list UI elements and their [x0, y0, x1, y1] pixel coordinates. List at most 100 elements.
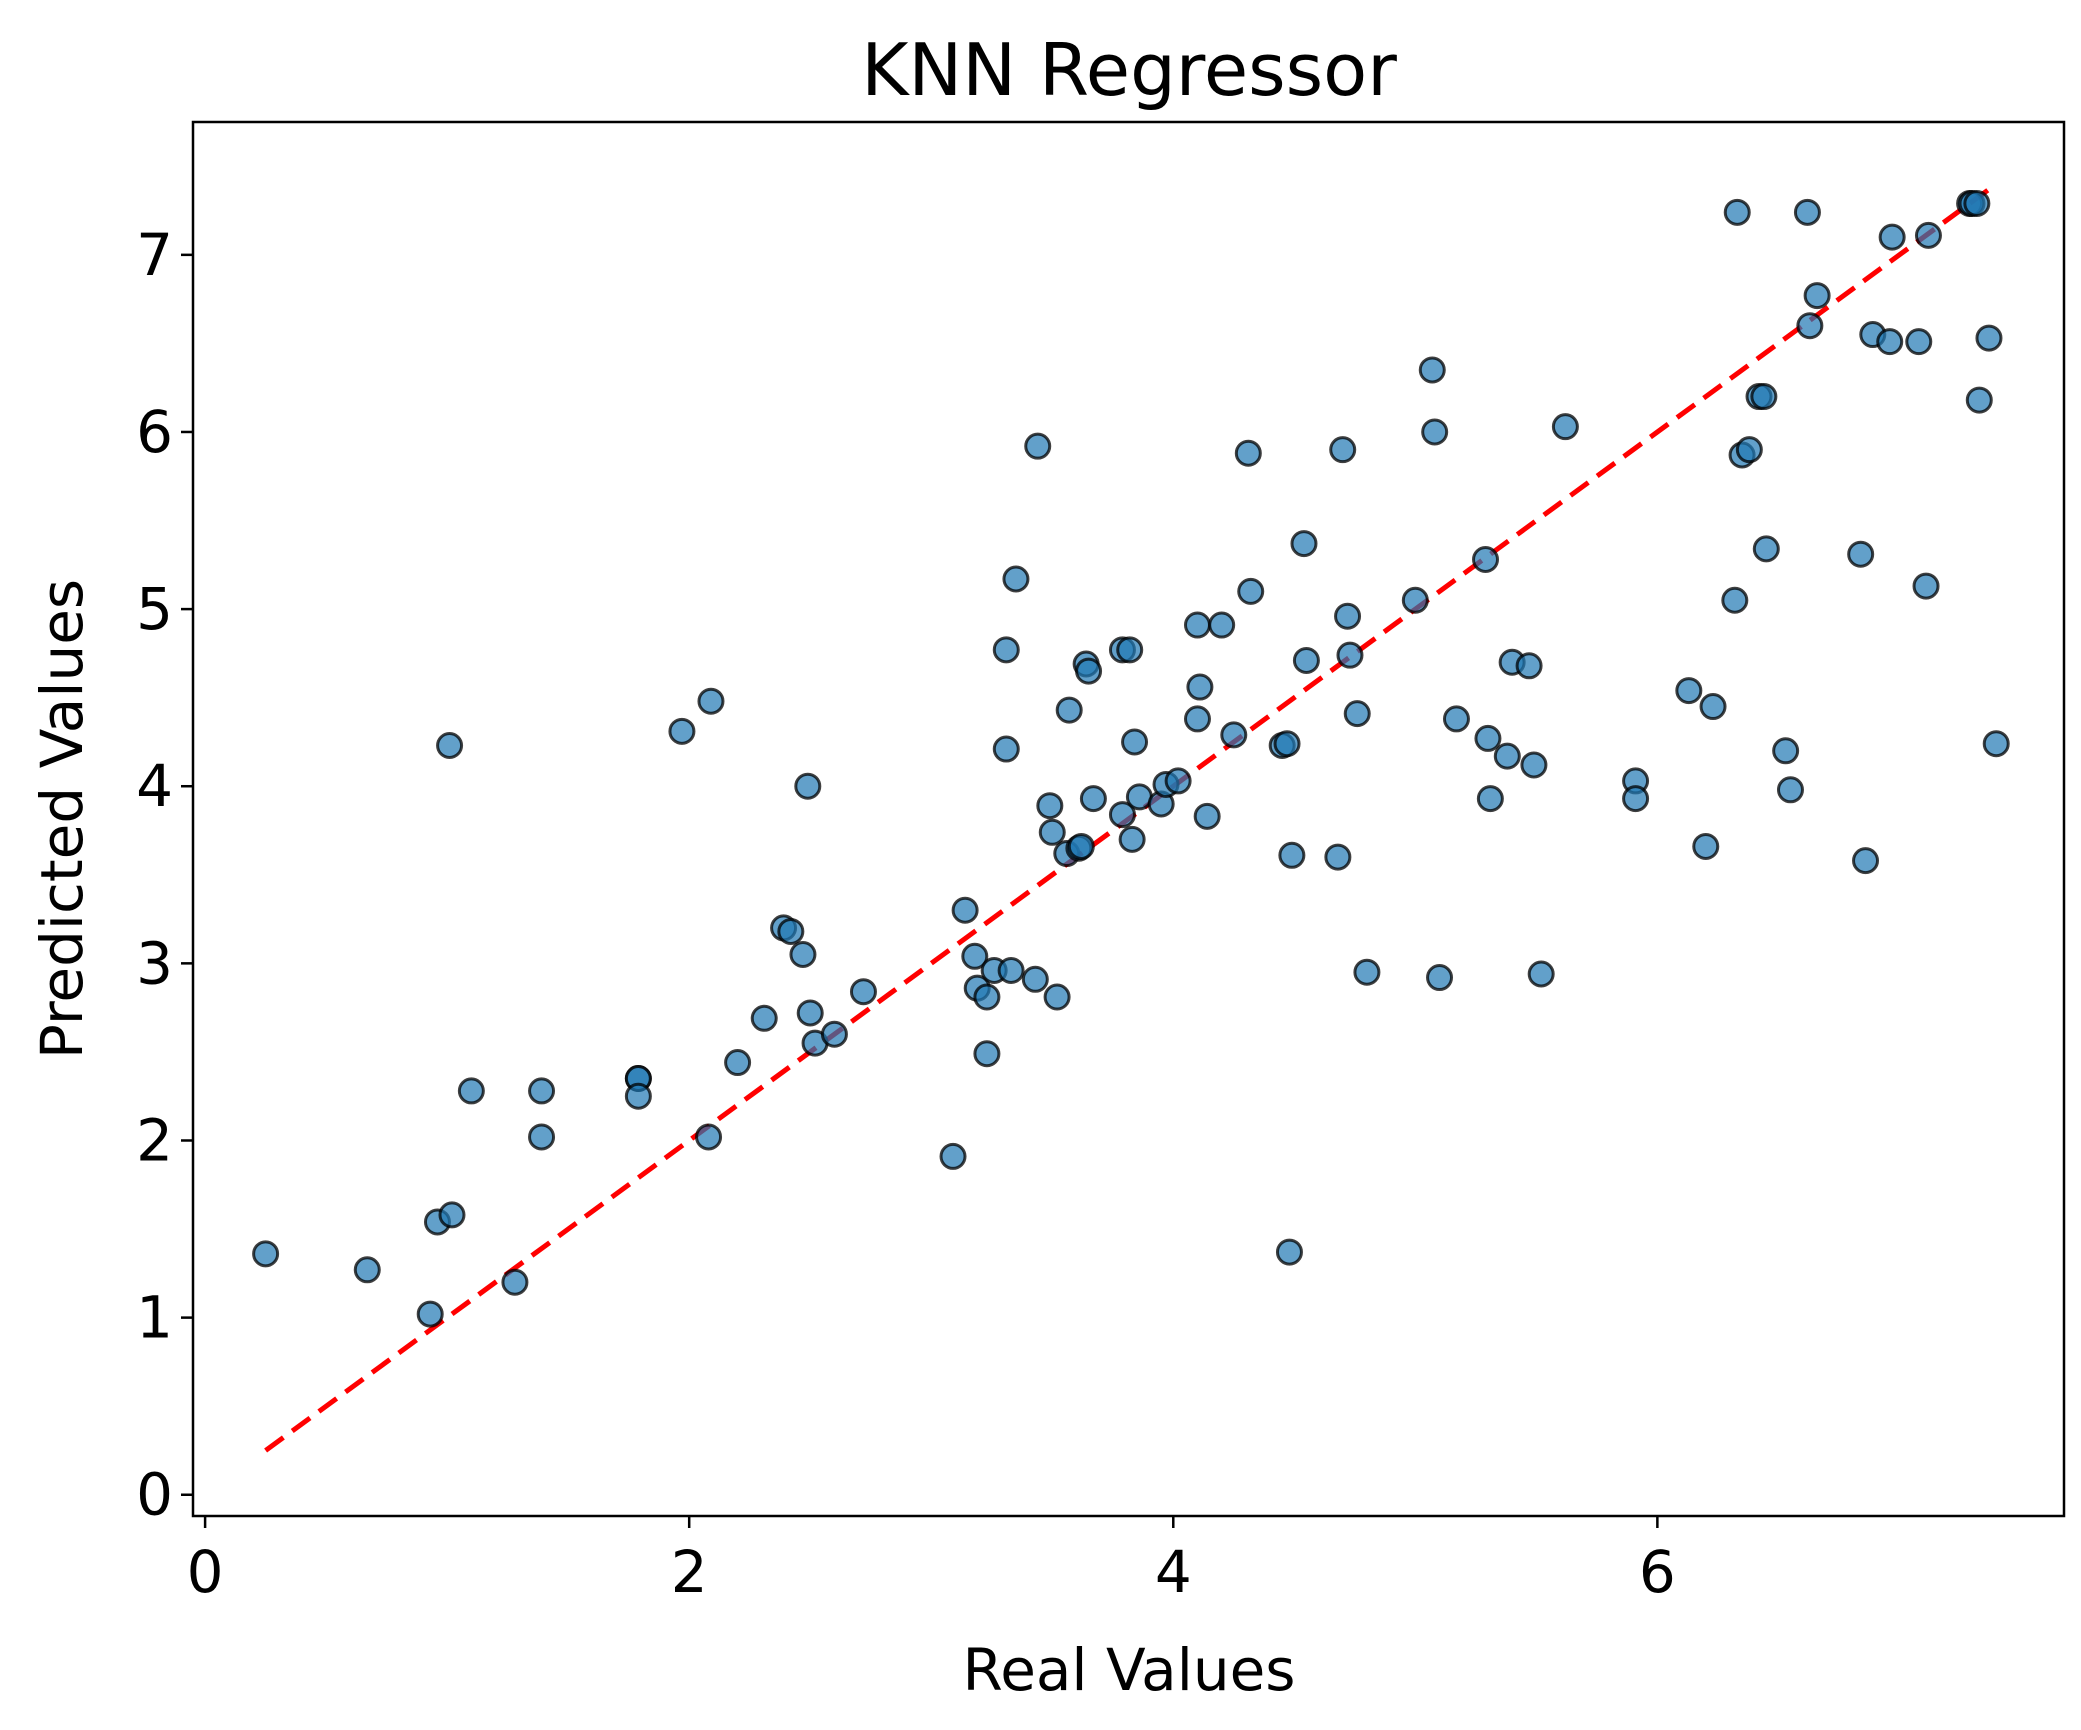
points-layer: [252, 189, 2010, 1328]
data-point: [1493, 742, 1521, 770]
data-point: [1914, 221, 1942, 249]
data-point: [1220, 721, 1248, 749]
data-point: [624, 1082, 652, 1110]
data-point: [1324, 843, 1352, 871]
data-point: [1699, 693, 1727, 721]
data-point: [528, 1077, 556, 1105]
data-point: [1116, 636, 1144, 664]
data-point: [1208, 611, 1236, 639]
data-point: [436, 731, 464, 759]
data-point: [820, 1020, 848, 1048]
data-point: [1038, 818, 1066, 846]
data-point: [1353, 958, 1381, 986]
data-point: [961, 942, 989, 970]
x-tick-label: 6: [1639, 1538, 1676, 1606]
data-point: [1551, 413, 1579, 441]
data-point: [1803, 282, 1831, 310]
data-point: [1622, 785, 1650, 813]
data-point: [794, 772, 822, 800]
data-point: [1036, 792, 1064, 820]
y-tick-label: 0: [136, 1461, 173, 1529]
data-point: [353, 1256, 381, 1284]
data-point: [1292, 646, 1320, 674]
data-point: [849, 978, 877, 1006]
data-point: [992, 735, 1020, 763]
data-point: [1847, 540, 1875, 568]
y-tick-label: 5: [136, 575, 173, 643]
data-point: [252, 1240, 280, 1268]
data-point: [1183, 705, 1211, 733]
data-point: [777, 917, 805, 945]
data-point: [724, 1049, 752, 1077]
data-point: [1527, 960, 1555, 988]
data-point: [697, 687, 725, 715]
data-point: [1067, 832, 1095, 860]
plot-frame: [191, 120, 2066, 1518]
data-point: [438, 1201, 466, 1229]
data-point: [1426, 964, 1454, 992]
data-point: [1118, 825, 1146, 853]
data-point: [1336, 641, 1364, 669]
data-point: [1515, 652, 1543, 680]
data-point: [1692, 832, 1720, 860]
data-point: [1418, 356, 1446, 384]
data-point: [1237, 577, 1265, 605]
data-point: [1723, 198, 1751, 226]
data-point: [1079, 785, 1107, 813]
data-point: [1290, 530, 1318, 558]
data-point: [1474, 724, 1502, 752]
data-point: [1752, 535, 1780, 563]
data-point: [973, 1040, 1001, 1068]
data-point: [1750, 383, 1778, 411]
data-point: [997, 956, 1025, 984]
y-tick-label: 7: [136, 221, 173, 289]
data-point: [1108, 801, 1136, 829]
data-point: [1472, 546, 1500, 574]
data-point: [973, 983, 1001, 1011]
tick-layer: 0 2 4 6 0 1 2 3 4 5 6 7: [136, 221, 1676, 1606]
data-point: [1721, 586, 1749, 614]
data-point: [750, 1004, 778, 1032]
data-point: [1401, 586, 1429, 614]
y-axis-label: Predicted Values: [28, 579, 96, 1059]
data-point: [1329, 436, 1357, 464]
data-point: [1982, 730, 2010, 758]
data-point: [1164, 767, 1192, 795]
data-point: [1878, 223, 1906, 251]
data-point: [992, 636, 1020, 664]
data-point: [1043, 983, 1071, 1011]
data-point: [939, 1142, 967, 1170]
data-point: [1278, 841, 1306, 869]
data-point: [1876, 328, 1904, 356]
data-point: [1793, 198, 1821, 226]
data-point: [1905, 328, 1933, 356]
data-point: [1121, 728, 1149, 756]
data-point: [1055, 696, 1083, 724]
data-point: [1021, 965, 1049, 993]
data-point: [1421, 418, 1449, 446]
data-point: [951, 896, 979, 924]
data-point: [1193, 802, 1221, 830]
data-point: [1343, 700, 1371, 728]
data-point: [1852, 847, 1880, 875]
x-tick-label: 2: [671, 1538, 708, 1606]
data-point: [416, 1300, 444, 1328]
data-point: [1520, 751, 1548, 779]
data-point: [1735, 436, 1763, 464]
data-point: [789, 941, 817, 969]
data-point: [457, 1077, 485, 1105]
data-point: [1002, 565, 1030, 593]
y-tick-label: 1: [136, 1284, 173, 1352]
data-point: [668, 717, 696, 745]
data-point: [1675, 677, 1703, 705]
data-point: [1476, 785, 1504, 813]
data-point: [1912, 572, 1940, 600]
data-point: [1275, 1238, 1303, 1266]
data-point: [1772, 737, 1800, 765]
data-point: [796, 999, 824, 1027]
data-point: [1186, 673, 1214, 701]
data-point: [528, 1123, 556, 1151]
y-tick-label: 4: [136, 752, 173, 820]
data-point: [1024, 432, 1052, 460]
